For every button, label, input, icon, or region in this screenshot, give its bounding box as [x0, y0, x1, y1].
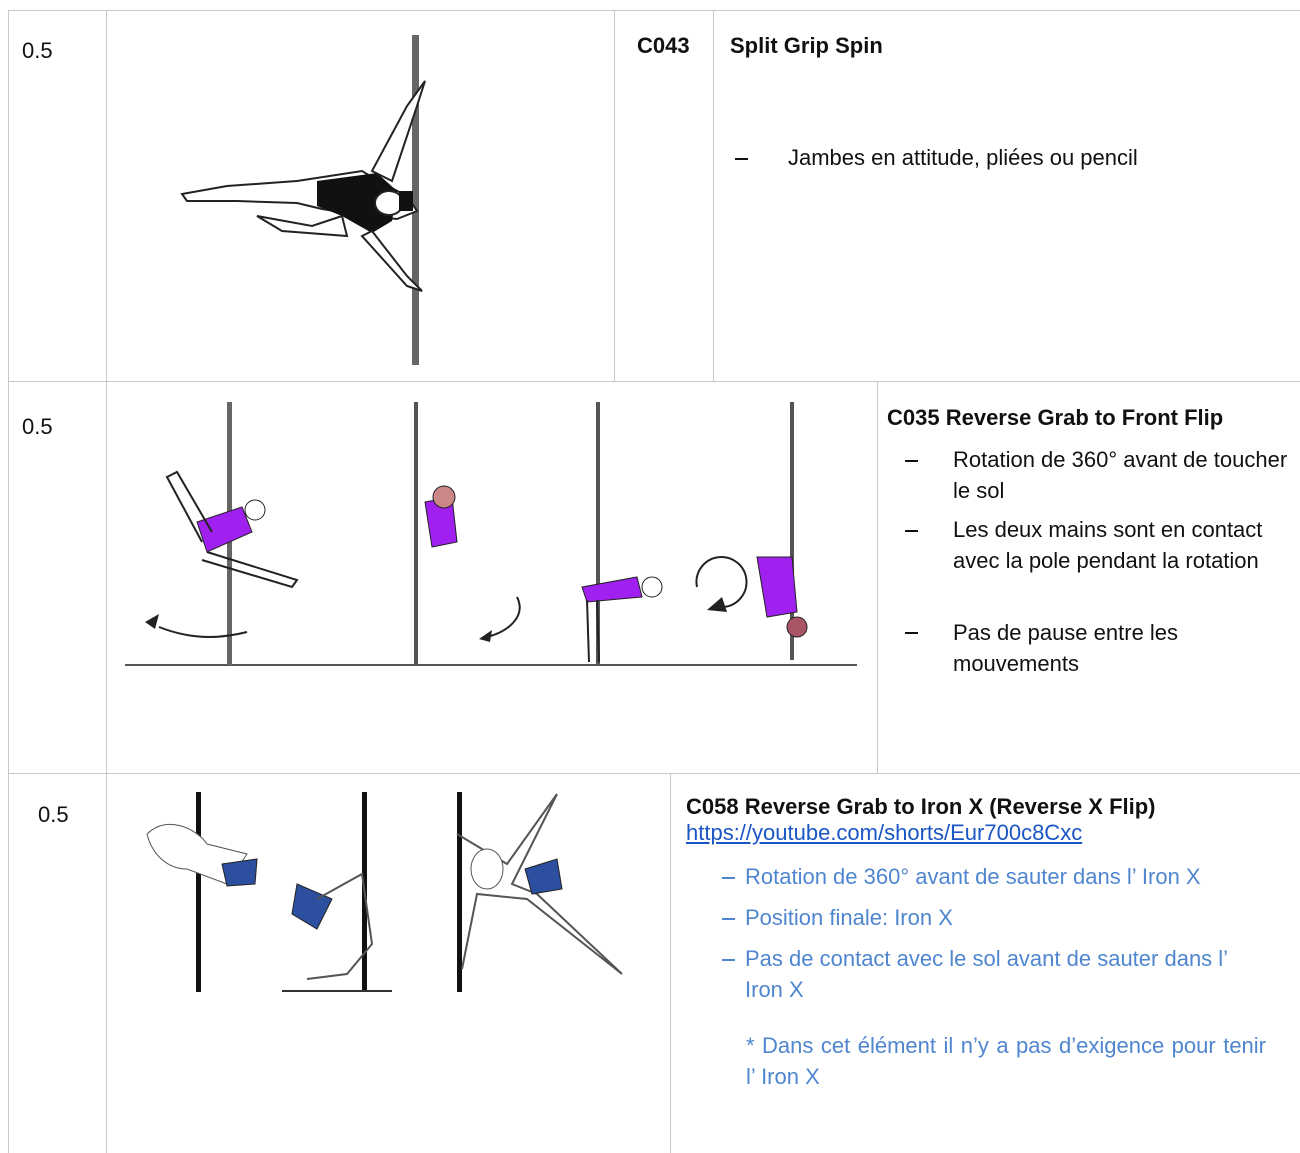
element-title: C035 Reverse Grab to Front Flip	[887, 405, 1224, 430]
bullet: Jambes en attitude, pliées ou pencil	[788, 145, 1138, 170]
illustration	[125, 402, 857, 666]
note: * Dans cet élément il n’y a pas d’exigen…	[746, 1033, 1266, 1089]
video-link[interactable]: https://youtube.com/shorts/Eur700c8Cxc	[686, 820, 1083, 845]
bullet-marker	[735, 158, 748, 160]
bullet-marker	[905, 460, 918, 462]
rule	[8, 773, 1300, 774]
bullet: Pas de pause entre les mouvements	[953, 620, 1179, 676]
rule	[670, 773, 671, 1153]
bullet: Pas de contact avec le sol avant de saut…	[745, 946, 1228, 1002]
rule	[713, 10, 714, 381]
bullet: Les deux mains sont en contact avec la p…	[953, 517, 1263, 573]
rule	[614, 10, 615, 381]
element-code: C043	[637, 33, 690, 58]
bullet: Position finale: Iron X	[745, 905, 953, 930]
bullet: Rotation de 360° avant de toucher le sol	[953, 447, 1288, 503]
rule	[106, 10, 107, 1153]
bullet: Rotation de 360° avant de sauter dans l’…	[745, 864, 1201, 889]
bullet-marker	[722, 959, 735, 961]
element-title: Split Grip Spin	[730, 33, 883, 58]
bullet-marker	[722, 918, 735, 920]
score: 0.5	[22, 38, 53, 63]
bullet-marker	[905, 530, 918, 532]
score: 0.5	[22, 414, 53, 439]
rule	[877, 381, 878, 773]
rule	[8, 381, 1300, 382]
rule	[8, 10, 9, 1153]
bullet-marker	[722, 877, 735, 879]
element-title: C058 Reverse Grab to Iron X (Reverse X F…	[686, 794, 1156, 819]
score: 0.5	[38, 802, 69, 827]
bullet-marker	[905, 632, 918, 634]
illustration	[146, 792, 623, 992]
rule	[8, 10, 1300, 11]
illustration	[180, 35, 426, 365]
